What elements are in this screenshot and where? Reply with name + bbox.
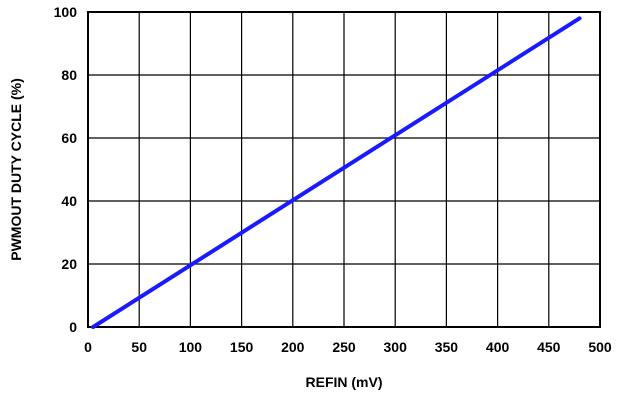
x-tick-label-4: 200 [281, 339, 305, 355]
y-tick-labels: 0 20 40 60 80 100 [54, 4, 78, 335]
x-tick-label-10: 500 [588, 339, 612, 355]
x-tick-label-6: 300 [384, 339, 408, 355]
x-tick-label-1: 50 [131, 339, 147, 355]
x-axis-title: REFIN (mV) [306, 374, 383, 390]
x-tick-labels: 0 50 100 150 200 250 300 350 400 450 500 [84, 339, 612, 355]
y-tick-label-4: 80 [61, 67, 77, 83]
y-tick-label-5: 100 [54, 4, 78, 20]
x-tick-label-2: 100 [179, 339, 203, 355]
y-tick-label-0: 0 [69, 319, 77, 335]
series-line-0 [91, 16, 582, 329]
plot-frame [87, 11, 601, 328]
y-tick-label-2: 40 [61, 193, 77, 209]
x-tick-label-5: 250 [332, 339, 356, 355]
y-axis-title: PWMOUT DUTY CYCLE (%) [8, 78, 24, 261]
y-tick-label-3: 60 [61, 130, 77, 146]
x-tick-label-7: 350 [435, 339, 459, 355]
series-group [91, 16, 582, 329]
y-tick-label-1: 20 [61, 256, 77, 272]
x-tick-label-9: 450 [537, 339, 561, 355]
x-tick-label-0: 0 [84, 339, 92, 355]
x-tick-label-3: 150 [230, 339, 254, 355]
x-tick-label-8: 400 [486, 339, 510, 355]
